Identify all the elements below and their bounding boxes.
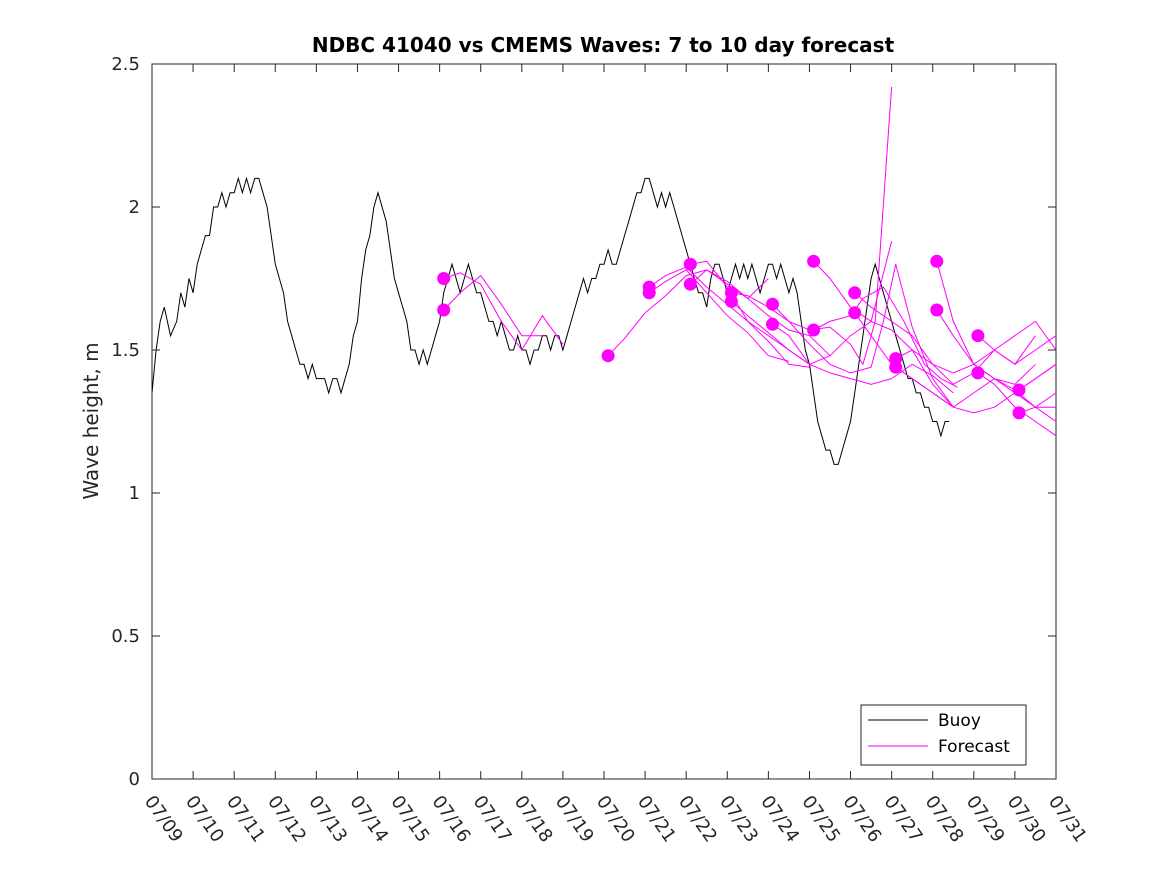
legend-forecast-label: Forecast [938, 737, 1010, 757]
forecast-start-marker-12 [807, 323, 821, 337]
legend-buoy-label: Buoy [938, 711, 981, 731]
forecast-line-20 [977, 335, 1057, 365]
forecast-line-5 [648, 269, 790, 362]
x-tick-label: 07/28 [921, 792, 968, 847]
series-layer [151, 86, 1057, 465]
x-tick-label: 07/17 [469, 792, 516, 847]
forecast-line-2 [443, 274, 543, 337]
forecast-line-14 [854, 292, 1036, 385]
forecast-start-marker-1 [437, 272, 451, 285]
forecast-start-marker-2 [437, 303, 451, 317]
forecast-start-marker-9 [724, 294, 738, 308]
x-tick-label: 07/29 [962, 792, 1009, 847]
forecast-line-6 [690, 260, 810, 368]
forecast-start-marker-23 [1012, 406, 1026, 420]
y-axis-label: Wave height, m [79, 342, 103, 499]
x-tick-label: 07/21 [633, 792, 680, 847]
y-tick-label: 1 [129, 483, 140, 504]
forecast-start-marker-3 [601, 349, 615, 363]
forecast-start-marker-13 [807, 254, 821, 268]
forecast-line-11 [772, 323, 954, 394]
x-tick-label: 07/25 [797, 792, 844, 847]
x-tick-label: 07/09 [140, 792, 187, 847]
x-tick-label: 07/23 [715, 792, 762, 847]
x-tick-label: 07/22 [674, 792, 721, 847]
x-tick-label: 07/14 [345, 792, 392, 847]
forecast-start-marker-17 [889, 360, 903, 374]
forecast-start-marker-14 [848, 286, 862, 300]
forecast-line-22 [1018, 363, 1057, 391]
forecast-start-marker-22 [1012, 383, 1026, 397]
forecast-line-3 [607, 269, 769, 357]
forecast-line-10 [772, 264, 954, 408]
forecast-start-marker-19 [930, 303, 944, 317]
y-tick-label: 0.5 [111, 626, 140, 647]
chart-title: NDBC 41040 vs CMEMS Waves: 7 to 10 day f… [312, 33, 895, 57]
forecast-start-marker-21 [971, 366, 985, 380]
y-tick-label: 2 [129, 197, 140, 218]
forecast-start-marker-10 [766, 297, 779, 311]
forecast-line-7 [689, 269, 831, 357]
forecast-start-marker-5 [642, 286, 656, 300]
buoy-line [151, 176, 950, 465]
x-tick-label: 07/10 [181, 792, 228, 847]
legend: Buoy Forecast [860, 704, 1027, 766]
x-tick-label: 07/27 [880, 792, 927, 847]
plot-area-frame [151, 63, 1057, 780]
y-tick-label: 2.5 [111, 54, 140, 75]
forecast-line-13 [813, 260, 954, 408]
forecast-start-marker-15 [848, 306, 862, 320]
x-tick-label: 07/30 [1003, 792, 1050, 847]
forecast-start-marker-6 [683, 257, 697, 271]
x-tick-label: 07/20 [592, 792, 639, 847]
y-tick-label: 1.5 [111, 340, 140, 361]
x-tick-label: 07/24 [756, 792, 803, 847]
forecast-start-marker-11 [766, 317, 779, 331]
x-tick-label: 07/16 [428, 792, 475, 847]
legend-box [860, 704, 1027, 766]
x-tick-label: 07/13 [304, 792, 351, 847]
x-tick-label: 07/11 [222, 792, 269, 847]
x-tick-label: 07/31 [1044, 792, 1091, 847]
forecast-start-marker-20 [971, 329, 985, 343]
x-tick-label: 07/12 [263, 792, 310, 847]
forecast-line-12 [813, 286, 958, 388]
x-tick-label: 07/18 [510, 792, 557, 847]
forecast-start-marker-7 [683, 277, 697, 291]
y-tick-label: 0 [129, 769, 140, 790]
x-tick-label: 07/19 [551, 792, 598, 847]
marker-layer [437, 254, 1026, 420]
forecast-line-8 [731, 86, 893, 366]
x-tick-label: 07/26 [838, 792, 885, 847]
forecast-start-marker-18 [930, 254, 944, 268]
forecast-line-1 [443, 272, 564, 351]
forecast-line-21 [977, 372, 1057, 437]
x-tick-label: 07/15 [386, 792, 433, 847]
